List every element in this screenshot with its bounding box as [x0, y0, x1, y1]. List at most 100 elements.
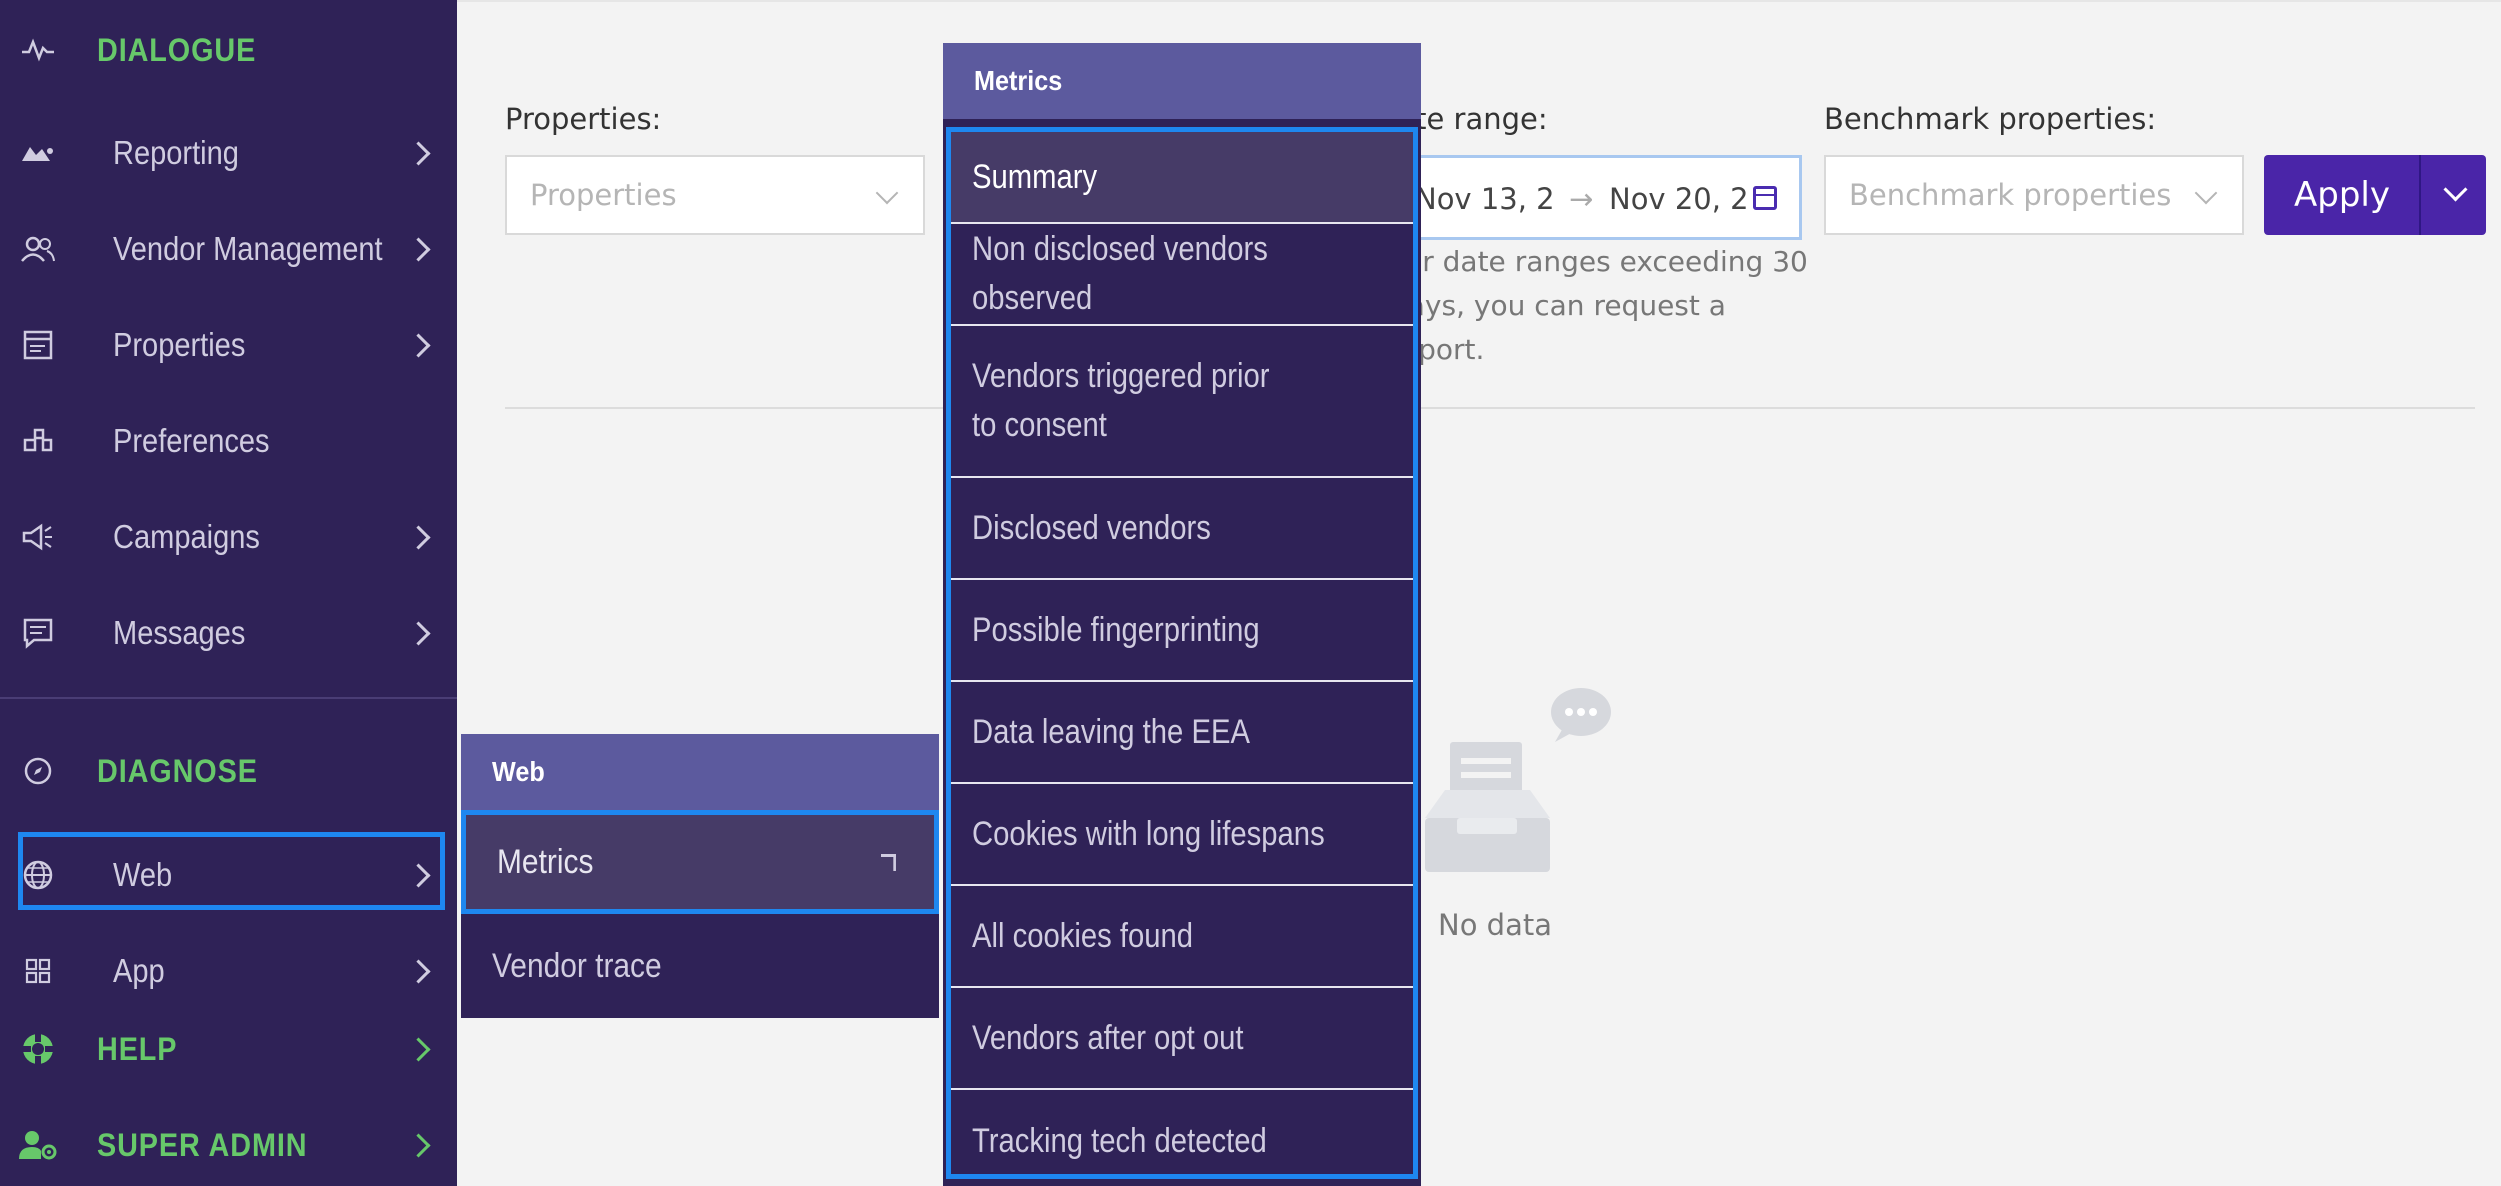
- sidebar-heading-dialogue[interactable]: DIALOGUE: [0, 20, 457, 80]
- date-range-hint: For date ranges exceeding 30 days, you c…: [1390, 245, 1808, 366]
- metrics-item-non-disclosed-vendors[interactable]: Non disclosed vendors observed: [951, 224, 1413, 326]
- metrics-item-label: Tracking tech detected: [972, 1121, 1267, 1160]
- metrics-item-vendors-after-opt-out[interactable]: Vendors after opt out: [951, 988, 1413, 1090]
- diagnose-heading: DIAGNOSE: [97, 752, 258, 789]
- reporting-icon: [18, 133, 58, 173]
- sidebar-item-preferences[interactable]: Preferences: [0, 411, 457, 471]
- benchmark-select[interactable]: Benchmark properties: [1824, 155, 2244, 235]
- chevron-right-icon: [406, 332, 431, 358]
- date-start[interactable]: Nov 13, 20: [1415, 182, 1555, 216]
- campaigns-icon: [18, 517, 58, 557]
- arrow-right-icon: →: [1569, 182, 1594, 216]
- metrics-item-disclosed-vendors[interactable]: Disclosed vendors: [951, 478, 1413, 580]
- calendar-icon[interactable]: [1753, 186, 1777, 210]
- date-end[interactable]: Nov 20, 20: [1609, 182, 1749, 216]
- metrics-submenu: Metrics Summary Non disclosed vendors ob…: [943, 43, 1421, 1186]
- benchmark-label: Benchmark properties:: [1824, 102, 2157, 136]
- chevron-right-icon: [881, 853, 896, 871]
- chevron-right-icon: [406, 524, 431, 550]
- properties-select[interactable]: Properties: [505, 155, 925, 235]
- apply-label: Apply: [2294, 175, 2390, 215]
- properties-placeholder: Properties: [530, 178, 677, 212]
- web-submenu-header: Web: [461, 734, 939, 810]
- properties-icon: [18, 325, 58, 365]
- sidebar-item-campaigns[interactable]: Campaigns: [0, 507, 457, 567]
- sidebar-item-label: Reporting: [113, 134, 239, 171]
- metrics-item-label: Cookies with long lifespans: [972, 814, 1325, 853]
- metrics-item-label: Data leaving the EEA: [972, 712, 1250, 751]
- content-divider: [505, 407, 2475, 409]
- pulse-icon: [18, 30, 58, 70]
- sidebar-item-label: Messages: [113, 614, 246, 651]
- sidebar-item-label: Vendor Management: [113, 230, 383, 267]
- chevron-right-icon: [406, 620, 431, 646]
- sidebar-item-label: Web: [113, 856, 173, 893]
- sidebar-item-label: App: [113, 952, 165, 989]
- metrics-submenu-title: Metrics: [974, 65, 1063, 96]
- metrics-list: Summary Non disclosed vendors observed V…: [946, 127, 1418, 1179]
- metrics-submenu-header: Metrics: [943, 43, 1421, 119]
- sidebar-divider: [0, 697, 457, 699]
- metrics-item-vendors-prior-consent[interactable]: Vendors triggered prior to consent: [951, 326, 1413, 478]
- sidebar-item-web[interactable]: Web: [0, 845, 457, 905]
- sidebar: DIALOGUE Reporting Vendor Management Pro…: [0, 0, 457, 1186]
- apply-button[interactable]: Apply: [2264, 155, 2486, 235]
- submenu-item-metrics[interactable]: Metrics: [461, 810, 939, 914]
- metrics-item-data-leaving-eea[interactable]: Data leaving the EEA: [951, 682, 1413, 784]
- no-data-text: No data: [1438, 908, 1552, 942]
- submenu-item-vendor-trace[interactable]: Vendor trace: [461, 914, 939, 1018]
- chevron-right-icon: [406, 140, 431, 166]
- metrics-item-summary[interactable]: Summary: [951, 132, 1413, 224]
- chevron-down-icon[interactable]: [2443, 177, 2468, 202]
- submenu-item-label: Metrics: [497, 842, 594, 881]
- metrics-item-label: Summary: [972, 157, 1098, 196]
- sidebar-heading-diagnose[interactable]: DIAGNOSE: [0, 741, 457, 801]
- chevron-down-icon: [875, 181, 899, 205]
- web-submenu: Web Metrics Vendor trace: [461, 734, 939, 1018]
- date-range-picker[interactable]: Nov 13, 20 → Nov 20, 20: [1390, 155, 1802, 240]
- metrics-item-tracking-tech[interactable]: Tracking tech detected: [951, 1090, 1413, 1174]
- chevron-right-icon: [406, 1132, 431, 1158]
- metrics-item-label: Possible fingerprinting: [972, 610, 1260, 649]
- chevron-right-icon: [406, 1036, 431, 1062]
- submenu-item-label: Vendor trace: [492, 946, 662, 985]
- chevron-right-icon: [406, 958, 431, 984]
- user-gear-icon: [18, 1125, 58, 1165]
- metrics-item-all-cookies[interactable]: All cookies found: [951, 886, 1413, 988]
- sidebar-item-label: Properties: [113, 326, 246, 363]
- metrics-item-label: All cookies found: [972, 916, 1194, 955]
- chevron-down-icon: [2194, 181, 2218, 205]
- web-highlight-outline: [18, 832, 445, 910]
- globe-icon: [18, 855, 58, 895]
- super-admin-heading: SUPER ADMIN: [97, 1126, 308, 1163]
- sidebar-heading-help[interactable]: HELP: [0, 1019, 457, 1079]
- dialogue-heading: DIALOGUE: [97, 31, 257, 68]
- preferences-icon: [18, 421, 58, 461]
- properties-label: Properties:: [505, 102, 662, 136]
- sidebar-item-reporting[interactable]: Reporting: [0, 123, 457, 183]
- apply-separator: [2419, 155, 2421, 235]
- chevron-right-icon: [406, 236, 431, 262]
- metrics-item-possible-fingerprinting[interactable]: Possible fingerprinting: [951, 580, 1413, 682]
- sidebar-item-label: Campaigns: [113, 518, 260, 555]
- empty-inbox-icon: [1425, 688, 1611, 872]
- vendor-management-icon: [18, 229, 58, 269]
- sidebar-heading-super-admin[interactable]: SUPER ADMIN: [0, 1115, 457, 1175]
- sidebar-item-app[interactable]: App: [0, 941, 457, 1001]
- compass-icon: [18, 751, 58, 791]
- sidebar-item-label: Preferences: [113, 422, 270, 459]
- sidebar-item-properties[interactable]: Properties: [0, 315, 457, 375]
- sidebar-item-vendor-management[interactable]: Vendor Management: [0, 219, 457, 279]
- sidebar-item-messages[interactable]: Messages: [0, 603, 457, 663]
- metrics-item-label: Non disclosed vendors observed: [972, 230, 1268, 317]
- metrics-item-label: Vendors triggered prior to consent: [972, 357, 1270, 444]
- messages-icon: [18, 613, 58, 653]
- lifebuoy-icon: [18, 1029, 58, 1069]
- benchmark-placeholder: Benchmark properties: [1849, 178, 2172, 212]
- metrics-item-label: Disclosed vendors: [972, 508, 1211, 547]
- help-heading: HELP: [97, 1030, 178, 1067]
- metrics-item-label: Vendors after opt out: [972, 1018, 1244, 1057]
- metrics-item-cookies-long-lifespans[interactable]: Cookies with long lifespans: [951, 784, 1413, 886]
- web-submenu-title: Web: [492, 756, 545, 787]
- main-top-border: [457, 0, 2501, 2]
